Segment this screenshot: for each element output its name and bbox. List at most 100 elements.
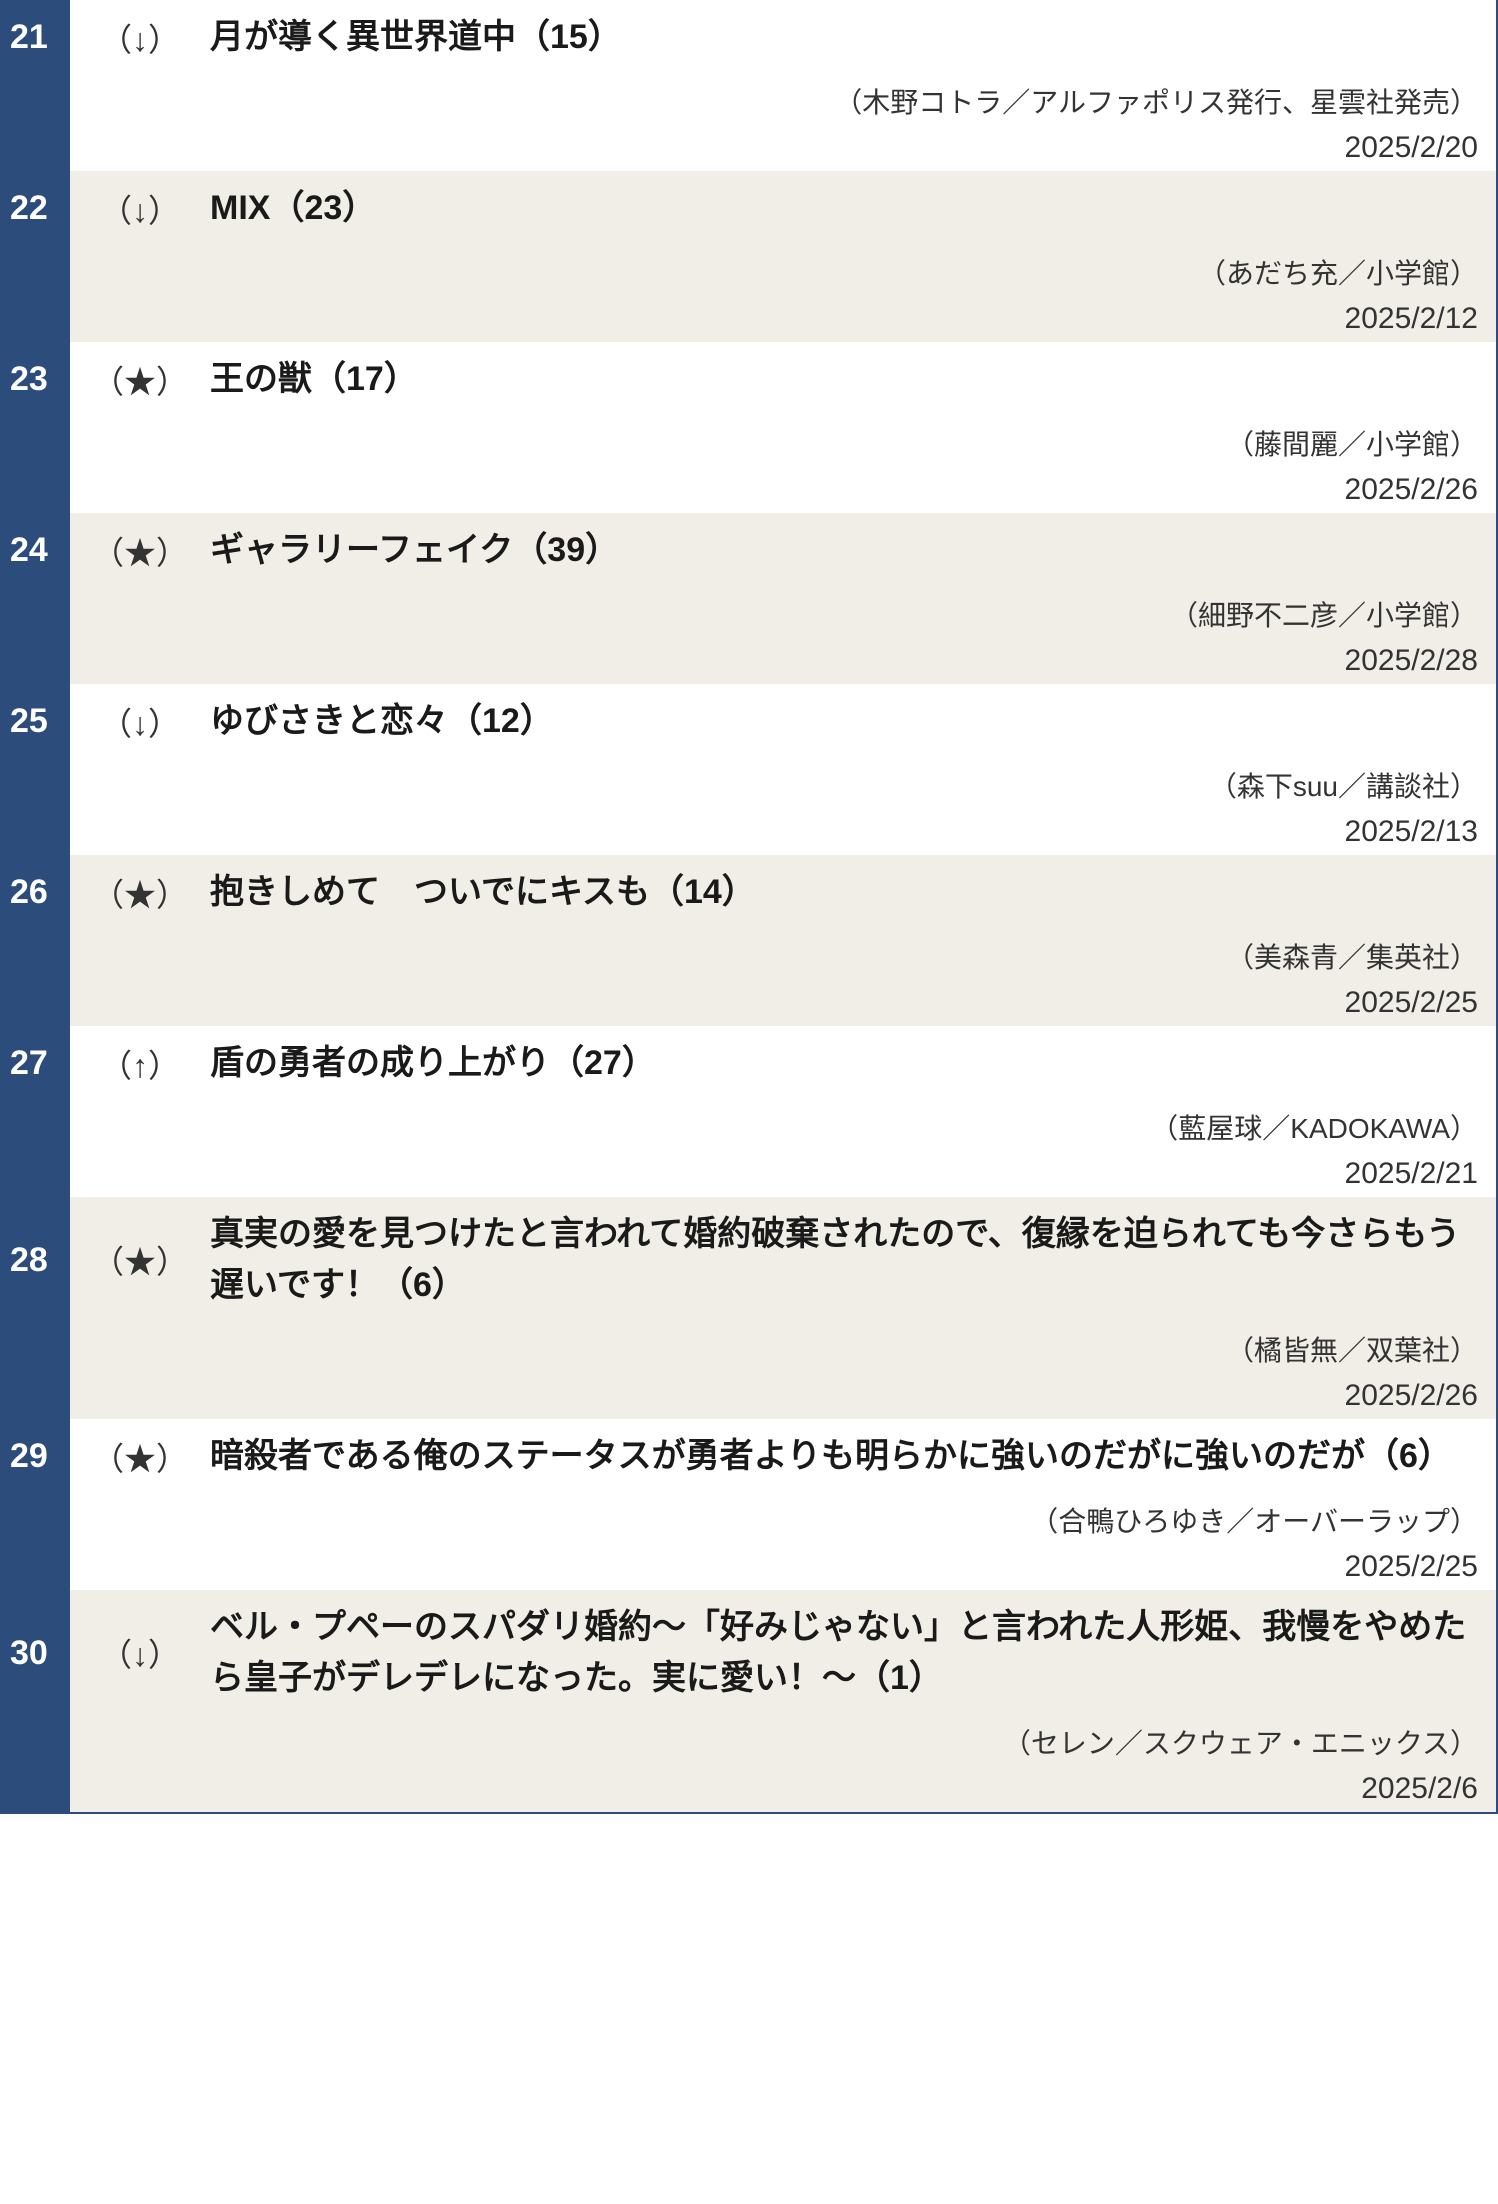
rank-spacer (2, 759, 70, 855)
credits-row: （美森青／集英社） 2025/2/25 (2, 930, 1496, 1026)
credits-text: （セレン／スクウェア・エニックス） (70, 1722, 1478, 1762)
title-cell: 真実の愛を見つけたと言われて婚約破棄されたので、復縁を迫られても今さらもう遅いで… (210, 1197, 1496, 1323)
rank-cell: 29 (2, 1419, 70, 1494)
trend-cell: （★） (70, 855, 210, 930)
trend-cell: （↓） (70, 684, 210, 759)
row-top: 22（↓）MIX（23） (2, 171, 1496, 246)
credits-text: （美森青／集英社） (70, 936, 1478, 976)
title-cell: 月が導く異世界道中（15） (210, 0, 1496, 75)
rank-spacer (2, 1716, 70, 1812)
credits-text: （あだち充／小学館） (70, 252, 1478, 292)
date-text: 2025/2/28 (70, 644, 1478, 678)
rank-spacer (2, 588, 70, 684)
date-text: 2025/2/12 (70, 302, 1478, 336)
date-text: 2025/2/6 (70, 1772, 1478, 1806)
row-top: 23（★）王の獣（17） (2, 342, 1496, 417)
row-top: 29（★）暗殺者である俺のステータスが勇者よりも明らかに強いのだがに強いのだが（… (2, 1419, 1496, 1494)
row-top: 30（↓）ベル・プペーのスパダリ婚約～「好みじゃない」と言われた人形姫、我慢をや… (2, 1590, 1496, 1716)
credits-row: （藤間麗／小学館） 2025/2/26 (2, 417, 1496, 513)
trend-cell: （↓） (70, 1590, 210, 1716)
table-row: 26（★）抱きしめて ついでにキスも（14） （美森青／集英社） 2025/2/25 (2, 855, 1496, 1026)
table-row: 24（★）ギャラリーフェイク（39） （細野不二彦／小学館） 2025/2/28 (2, 513, 1496, 684)
trend-cell: （★） (70, 1419, 210, 1494)
credits-row: （セレン／スクウェア・エニックス） 2025/2/6 (2, 1716, 1496, 1812)
credits-content: （細野不二彦／小学館） 2025/2/28 (70, 588, 1496, 684)
table-row: 21（↓）月が導く異世界道中（15）（木野コトラ／アルファポリス発行、星雲社発売… (2, 0, 1496, 171)
table-row: 22（↓）MIX（23） （あだち充／小学館） 2025/2/12 (2, 171, 1496, 342)
credits-row: （藍屋球／KADOKAWA） 2025/2/21 (2, 1101, 1496, 1197)
trend-cell: （★） (70, 513, 210, 588)
table-row: 25（↓）ゆびさきと恋々（12） （森下suu／講談社） 2025/2/13 (2, 684, 1496, 855)
title-cell: 暗殺者である俺のステータスが勇者よりも明らかに強いのだがに強いのだが（6） (210, 1419, 1496, 1494)
rank-cell: 28 (2, 1197, 70, 1323)
table-row: 27（↑）盾の勇者の成り上がり（27） （藍屋球／KADOKAWA） 2025/2/… (2, 1026, 1496, 1197)
rank-spacer (2, 1323, 70, 1419)
date-text: 2025/2/20 (70, 131, 1478, 165)
date-text: 2025/2/25 (70, 1550, 1478, 1584)
title-cell: ベル・プペーのスパダリ婚約～「好みじゃない」と言われた人形姫、我慢をやめたら皇子… (210, 1590, 1496, 1716)
credits-text: （森下suu／講談社） (70, 765, 1478, 805)
rank-cell: 26 (2, 855, 70, 930)
rank-cell: 25 (2, 684, 70, 759)
credits-text: （木野コトラ／アルファポリス発行、星雲社発売） (70, 81, 1478, 121)
trend-cell: （↑） (70, 1026, 210, 1101)
credits-row: （あだち充／小学館） 2025/2/12 (2, 246, 1496, 342)
rank-spacer (2, 930, 70, 1026)
row-top: 26（★）抱きしめて ついでにキスも（14） (2, 855, 1496, 930)
credits-row: （橘皆無／双葉社） 2025/2/26 (2, 1323, 1496, 1419)
ranking-table: 21（↓）月が導く異世界道中（15）（木野コトラ／アルファポリス発行、星雲社発売… (0, 0, 1498, 1814)
trend-cell: （↓） (70, 171, 210, 246)
rank-spacer (2, 1494, 70, 1590)
credits-text: （合鴨ひろゆき／オーバーラップ） (70, 1500, 1478, 1540)
title-cell: ギャラリーフェイク（39） (210, 513, 1496, 588)
title-cell: 王の獣（17） (210, 342, 1496, 417)
credits-content: （橘皆無／双葉社） 2025/2/26 (70, 1323, 1496, 1419)
date-text: 2025/2/26 (70, 473, 1478, 507)
credits-row: （森下suu／講談社） 2025/2/13 (2, 759, 1496, 855)
credits-content: （森下suu／講談社） 2025/2/13 (70, 759, 1496, 855)
row-top: 21（↓）月が導く異世界道中（15） (2, 0, 1496, 75)
row-top: 24（★）ギャラリーフェイク（39） (2, 513, 1496, 588)
credits-content: （美森青／集英社） 2025/2/25 (70, 930, 1496, 1026)
rank-cell: 22 (2, 171, 70, 246)
credits-text: （藍屋球／KADOKAWA） (70, 1107, 1478, 1147)
credits-text: （藤間麗／小学館） (70, 423, 1478, 463)
trend-cell: （★） (70, 1197, 210, 1323)
table-row: 23（★）王の獣（17） （藤間麗／小学館） 2025/2/26 (2, 342, 1496, 513)
title-cell: 抱きしめて ついでにキスも（14） (210, 855, 1496, 930)
trend-cell: （★） (70, 342, 210, 417)
credits-row: （木野コトラ／アルファポリス発行、星雲社発売） 2025/2/20 (2, 75, 1496, 171)
row-top: 25（↓）ゆびさきと恋々（12） (2, 684, 1496, 759)
rank-cell: 30 (2, 1590, 70, 1716)
rank-cell: 24 (2, 513, 70, 588)
date-text: 2025/2/26 (70, 1379, 1478, 1413)
trend-cell: （↓） (70, 0, 210, 75)
credits-row: （細野不二彦／小学館） 2025/2/28 (2, 588, 1496, 684)
credits-content: （あだち充／小学館） 2025/2/12 (70, 246, 1496, 342)
date-text: 2025/2/13 (70, 815, 1478, 849)
rank-cell: 27 (2, 1026, 70, 1101)
rank-spacer (2, 417, 70, 513)
title-cell: ゆびさきと恋々（12） (210, 684, 1496, 759)
credits-text: （橘皆無／双葉社） (70, 1329, 1478, 1369)
rank-cell: 21 (2, 0, 70, 75)
table-row: 30（↓）ベル・プペーのスパダリ婚約～「好みじゃない」と言われた人形姫、我慢をや… (2, 1590, 1496, 1812)
title-cell: 盾の勇者の成り上がり（27） (210, 1026, 1496, 1101)
credits-row: （合鴨ひろゆき／オーバーラップ） 2025/2/25 (2, 1494, 1496, 1590)
rank-spacer (2, 1101, 70, 1197)
date-text: 2025/2/25 (70, 986, 1478, 1020)
rank-cell: 23 (2, 342, 70, 417)
credits-content: （セレン／スクウェア・エニックス） 2025/2/6 (70, 1716, 1496, 1812)
row-top: 28（★）真実の愛を見つけたと言われて婚約破棄されたので、復縁を迫られても今さら… (2, 1197, 1496, 1323)
rank-spacer (2, 75, 70, 171)
date-text: 2025/2/21 (70, 1157, 1478, 1191)
title-cell: MIX（23） (210, 171, 1496, 246)
credits-content: （木野コトラ／アルファポリス発行、星雲社発売） 2025/2/20 (70, 75, 1496, 171)
row-top: 27（↑）盾の勇者の成り上がり（27） (2, 1026, 1496, 1101)
table-row: 28（★）真実の愛を見つけたと言われて婚約破棄されたので、復縁を迫られても今さら… (2, 1197, 1496, 1419)
credits-content: （合鴨ひろゆき／オーバーラップ） 2025/2/25 (70, 1494, 1496, 1590)
table-row: 29（★）暗殺者である俺のステータスが勇者よりも明らかに強いのだがに強いのだが（… (2, 1419, 1496, 1590)
credits-text: （細野不二彦／小学館） (70, 594, 1478, 634)
credits-content: （藍屋球／KADOKAWA） 2025/2/21 (70, 1101, 1496, 1197)
rank-spacer (2, 246, 70, 342)
